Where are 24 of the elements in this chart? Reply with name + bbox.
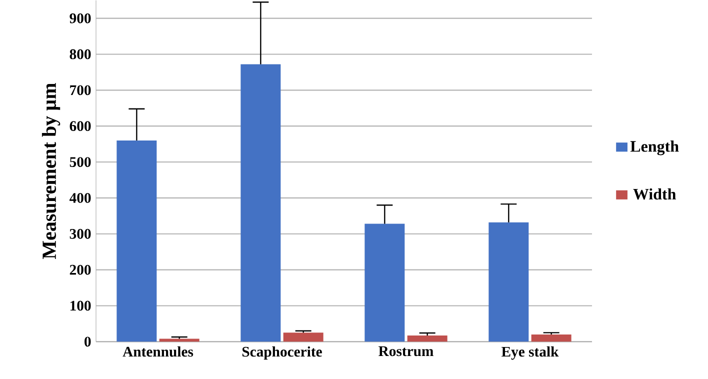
legend-label: Length: [630, 140, 679, 156]
y-tick-label: 600: [70, 121, 91, 132]
y-tick-label: 400: [70, 193, 91, 203]
x-tick-label: Antennules: [122, 346, 194, 357]
y-tick-label: 0: [84, 336, 91, 347]
x-tick-label: Rostrum: [378, 346, 434, 356]
bar: [488, 222, 529, 342]
y-tick-label: 800: [70, 49, 91, 60]
bar: [364, 224, 405, 342]
y-tick-label: 500: [70, 157, 91, 167]
bar: [531, 334, 572, 342]
y-tick-label: 100: [70, 300, 91, 311]
bar: [283, 332, 324, 342]
y-tick-label: 900: [70, 13, 91, 24]
bar: [116, 140, 157, 342]
bar: [407, 336, 448, 342]
legend-label: Width: [633, 188, 676, 200]
bar: [240, 64, 281, 342]
y-tick-label: 700: [70, 85, 91, 96]
y-tick-label: 200: [70, 264, 91, 275]
x-tick-label: Scaphocerite: [242, 346, 322, 360]
y-axis-title: Measurement by µm: [42, 83, 60, 259]
y-tick-label: 300: [70, 228, 91, 239]
x-tick-label: Eye stalk: [502, 346, 559, 360]
